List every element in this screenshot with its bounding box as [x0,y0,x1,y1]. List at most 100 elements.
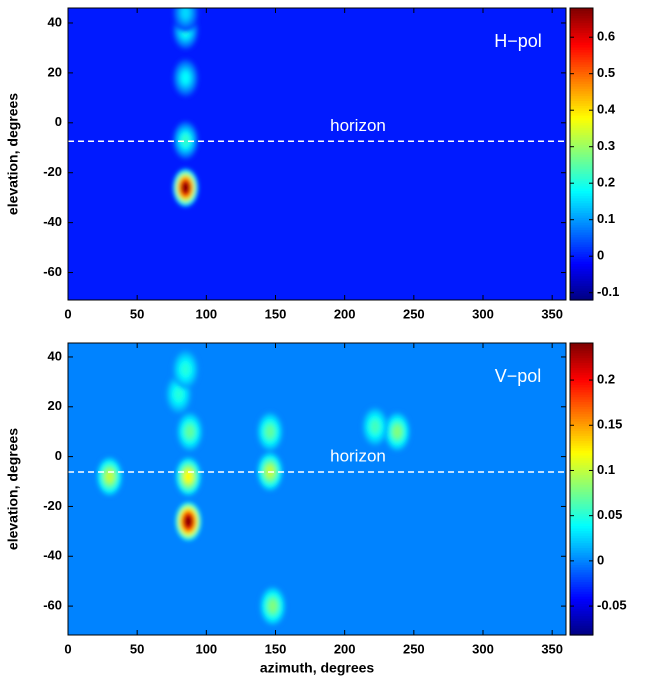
colorbar-band [570,173,593,177]
y-axis-label: elevation, degrees [5,93,21,215]
colorbar-band [570,154,593,158]
colorbar-band [570,547,593,551]
colorbar-band [570,10,593,14]
colorbar-band [570,532,593,536]
colorbar-band [570,282,593,286]
colorbar-band [570,27,593,31]
colorbar-band [570,127,593,131]
colorbar-band [570,224,593,228]
x-tick-label: 200 [334,306,356,321]
horizon-label: horizon [330,116,386,135]
colorbar-band [570,95,593,99]
colorbar-band [570,508,593,512]
colorbar-band [570,93,593,97]
colorbar-band [570,251,593,255]
colorbar-band [570,605,593,609]
x-axis-label: azimuth, degrees [260,660,375,676]
colorbar-band [570,562,593,566]
colorbar-band [570,428,593,432]
colorbar-band [570,552,593,556]
colorbar-band [570,234,593,238]
colorbar-band [570,78,593,82]
colorbar-band [570,275,593,279]
colorbar-band [570,571,593,575]
colorbar-band [570,510,593,514]
colorbar-band [570,401,593,405]
colorbar-band [570,437,593,441]
colorbar-band [570,209,593,213]
colorbar-band [570,588,593,592]
colorbar-band [570,17,593,21]
colorbar-band [570,350,593,354]
colorbar-frame [569,7,594,301]
colorbar-band [570,481,593,485]
colorbar-band [570,386,593,390]
colorbar-band [570,542,593,546]
colorbar-band [570,496,593,500]
colorbar-band [570,22,593,26]
colorbar-band [570,391,593,395]
colorbar-band [570,515,593,519]
colorbar-band [570,364,593,368]
colorbar-band [570,180,593,184]
colorbar-band [570,535,593,539]
colorbar-band [570,596,593,600]
colorbar-band [570,71,593,75]
colorbar-band [570,90,593,94]
colorbar-band [570,498,593,502]
colorbar-band [570,188,593,192]
colorbar-band [570,15,593,19]
colorbar-band [570,122,593,126]
spot [184,515,193,528]
colorbar-band [570,408,593,412]
x-tick-label: 0 [64,306,71,321]
colorbar-band [570,406,593,410]
colorbar-band [570,207,593,211]
colorbar-band [570,447,593,451]
x-tick-label: 150 [265,641,287,656]
colorbar-band [570,20,593,24]
colorbar-tick-label: 0.1 [597,462,615,477]
colorbar-band [570,345,593,349]
colorbar-band [570,620,593,624]
colorbar-band [570,464,593,468]
y-tick-label: -40 [43,214,62,229]
colorbar-band [570,66,593,70]
colorbar-band [570,603,593,607]
colorbar-band [570,625,593,629]
colorbar-band [570,129,593,133]
panel-label: V−pol [495,366,542,386]
colorbar-band [570,493,593,497]
colorbar-band [570,530,593,534]
colorbar-band [570,576,593,580]
colorbar-band [570,396,593,400]
colorbar-band [570,85,593,89]
x-tick-label: 350 [541,306,563,321]
colorbar-band [570,136,593,140]
colorbar-band [570,61,593,65]
colorbar-band [570,491,593,495]
colorbar-band [570,389,593,393]
colorbar-band [570,195,593,199]
colorbar-band [570,544,593,548]
y-tick-label: 40 [48,348,62,363]
spot [105,470,114,483]
colorbar-band [570,450,593,454]
colorbar-band [570,132,593,136]
colorbar-band [570,430,593,434]
colorbar-band [570,25,593,29]
colorbar-band [570,244,593,248]
colorbar-band [570,219,593,223]
colorbar-band [570,610,593,614]
colorbar-band [570,212,593,216]
colorbar-band [570,115,593,119]
colorbar-band [570,112,593,116]
x-tick-label: 100 [195,306,217,321]
x-tick-label: 100 [195,641,217,656]
colorbar-band [570,632,593,636]
colorbar-band [570,81,593,85]
y-tick-label: -20 [43,164,62,179]
colorbar-band [570,586,593,590]
y-tick-label: 20 [48,64,62,79]
